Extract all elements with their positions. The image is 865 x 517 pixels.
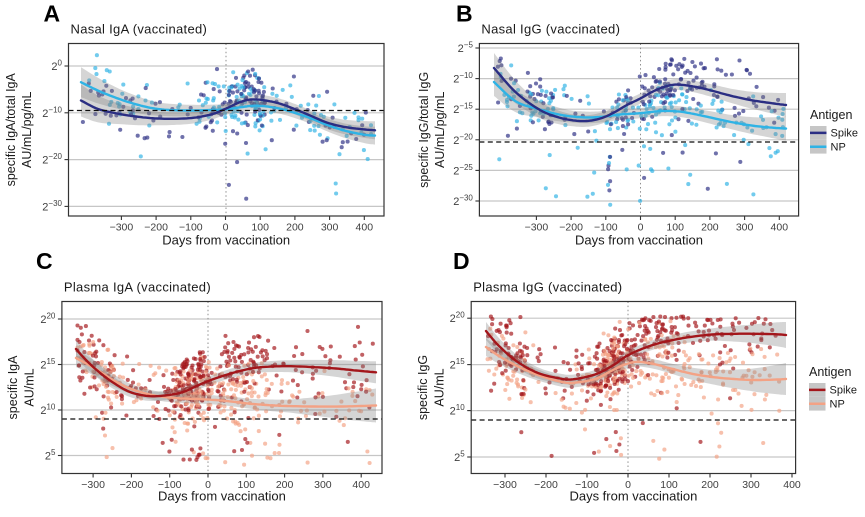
- svg-text:specific IgG/total IgG: specific IgG/total IgG: [417, 72, 431, 188]
- svg-text:Nasal IgG (vaccinated): Nasal IgG (vaccinated): [481, 22, 620, 37]
- svg-text:−100: −100: [575, 479, 599, 491]
- svg-text:Spike: Spike: [831, 128, 859, 140]
- svg-text:A: A: [44, 1, 61, 27]
- svg-text:100: 100: [238, 479, 256, 491]
- svg-text:100: 100: [251, 222, 269, 234]
- svg-text:200: 200: [701, 479, 719, 491]
- svg-text:−100: −100: [179, 222, 203, 234]
- svg-text:300: 300: [736, 222, 754, 234]
- svg-text:NP: NP: [830, 399, 845, 411]
- svg-text:400: 400: [356, 222, 374, 234]
- svg-text:AU/mL/pg/mL: AU/mL/pg/mL: [20, 92, 34, 168]
- svg-text:300: 300: [314, 479, 332, 491]
- svg-text:0: 0: [223, 222, 229, 234]
- svg-text:Plasma IgG (vaccinated): Plasma IgG (vaccinated): [473, 280, 622, 295]
- svg-text:Days from vaccination: Days from vaccination: [158, 489, 286, 504]
- svg-text:25: 25: [45, 448, 56, 463]
- svg-text:0: 0: [625, 479, 631, 491]
- svg-text:Days from vaccination: Days from vaccination: [162, 233, 290, 248]
- svg-text:400: 400: [352, 479, 370, 491]
- svg-text:Antigen: Antigen: [810, 108, 852, 122]
- svg-text:100: 100: [660, 479, 678, 491]
- svg-text:200: 200: [276, 479, 294, 491]
- svg-text:C: C: [36, 248, 53, 274]
- svg-text:specific IgA: specific IgA: [6, 355, 20, 420]
- svg-text:400: 400: [783, 479, 801, 491]
- svg-text:B: B: [456, 1, 473, 27]
- svg-text:specific IgA/total IgA: specific IgA/total IgA: [4, 73, 18, 187]
- svg-text:AU/mL: AU/mL: [433, 368, 447, 406]
- svg-text:20: 20: [51, 59, 62, 74]
- svg-text:−100: −100: [594, 222, 618, 234]
- svg-text:Plasma IgA (vaccinated): Plasma IgA (vaccinated): [64, 280, 211, 295]
- svg-text:100: 100: [666, 222, 684, 234]
- svg-text:AU/mL/pg/mL: AU/mL/pg/mL: [433, 92, 447, 168]
- svg-text:−300: −300: [525, 222, 549, 234]
- svg-text:specific IgG: specific IgG: [416, 355, 430, 420]
- svg-text:−200: −200: [144, 222, 168, 234]
- svg-text:−300: −300: [493, 479, 517, 491]
- svg-text:−100: −100: [158, 479, 182, 491]
- svg-text:0: 0: [638, 222, 644, 234]
- svg-text:300: 300: [742, 479, 760, 491]
- svg-text:AU/mL: AU/mL: [23, 368, 37, 406]
- svg-text:Days from vaccination: Days from vaccination: [569, 489, 697, 504]
- svg-text:Antigen: Antigen: [809, 365, 851, 379]
- svg-text:NP: NP: [831, 142, 846, 154]
- svg-text:Nasal IgA (vaccinated): Nasal IgA (vaccinated): [71, 22, 208, 37]
- svg-text:Days from vaccination: Days from vaccination: [575, 233, 703, 248]
- svg-text:−200: −200: [534, 479, 558, 491]
- svg-text:25: 25: [454, 450, 465, 465]
- svg-text:200: 200: [701, 222, 719, 234]
- svg-text:−200: −200: [120, 479, 144, 491]
- svg-text:300: 300: [321, 222, 339, 234]
- svg-text:Spike: Spike: [830, 385, 858, 397]
- svg-text:−200: −200: [559, 222, 583, 234]
- svg-text:−300: −300: [81, 479, 105, 491]
- svg-text:D: D: [453, 248, 470, 274]
- svg-text:200: 200: [286, 222, 304, 234]
- svg-text:−300: −300: [110, 222, 134, 234]
- svg-text:0: 0: [205, 479, 211, 491]
- svg-text:400: 400: [771, 222, 789, 234]
